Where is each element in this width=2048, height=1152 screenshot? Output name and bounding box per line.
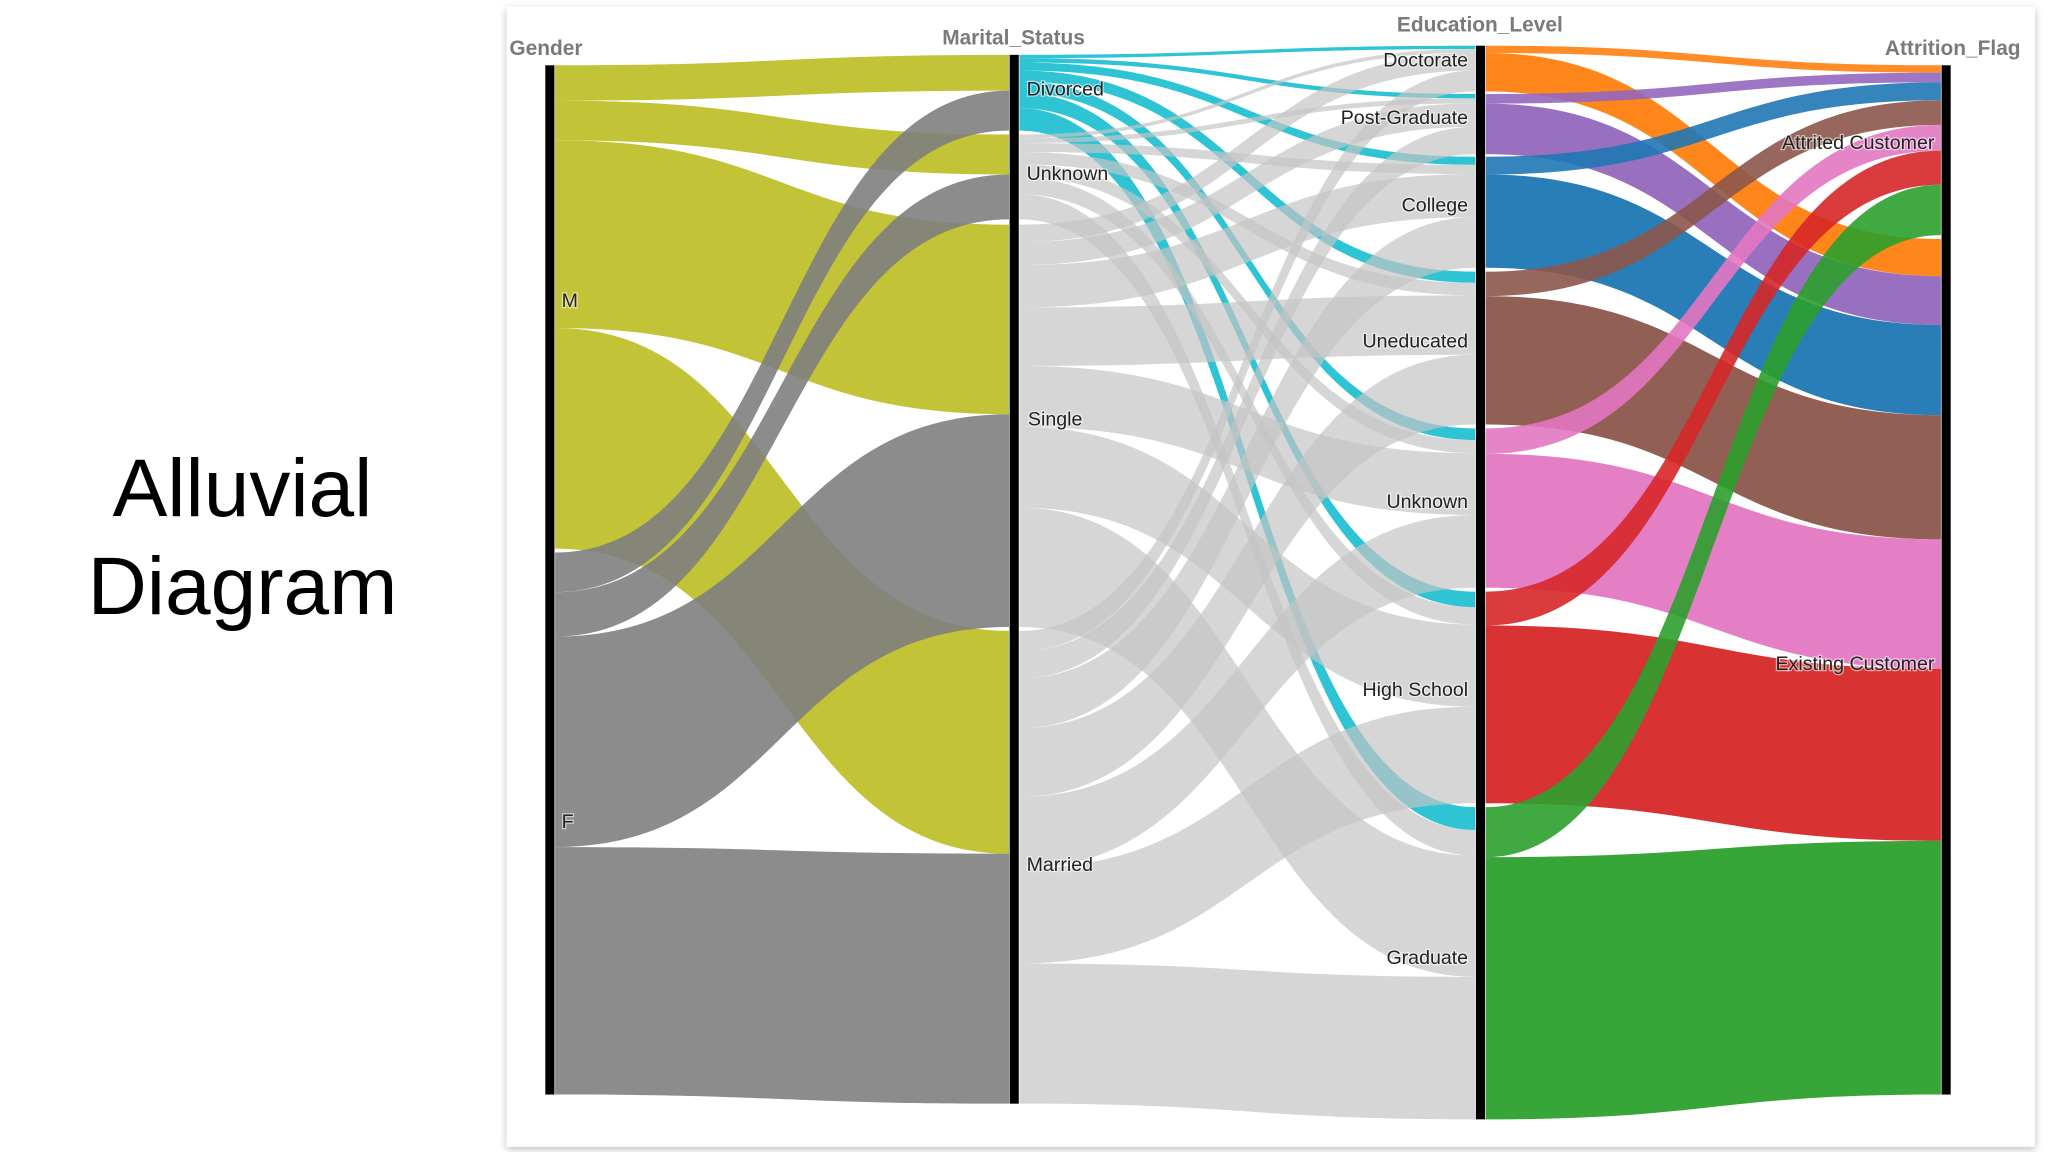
axis-bar <box>545 65 555 1095</box>
flow <box>1019 515 1476 869</box>
axis-title: Attrition_Flag <box>1885 37 2021 60</box>
axis-title: Education_Level <box>1397 14 1563 37</box>
axis-bar <box>1941 65 1951 1095</box>
slide-title: Alluvial Diagram <box>87 443 398 632</box>
labels: Gender Marital_Status Education_Level Attri… <box>509 14 2021 971</box>
flow <box>1485 296 1941 540</box>
flow <box>1485 100 1941 297</box>
flow <box>1485 840 1941 1120</box>
flow <box>1019 70 1476 652</box>
flow <box>1019 126 1476 679</box>
axis-title: Marital_Status <box>942 27 1085 50</box>
axis-bars <box>545 45 1951 1120</box>
flow <box>555 140 1009 415</box>
node-label: Married <box>1027 854 1093 876</box>
flow <box>1019 507 1476 977</box>
flow <box>1019 62 1476 165</box>
flow <box>1485 124 1941 454</box>
flow <box>1485 150 1941 626</box>
flow <box>1485 45 1941 73</box>
flow <box>1019 365 1476 516</box>
flow <box>1019 217 1476 729</box>
node-label: Post-Graduate <box>1341 107 1468 129</box>
flow <box>1019 52 1476 243</box>
flow <box>1019 98 1476 144</box>
node-label: Unknown <box>1386 491 1468 513</box>
node-label: Attrited Customer <box>1782 132 1935 154</box>
flow <box>1485 453 1941 669</box>
flow <box>555 54 1009 101</box>
axis-bar <box>1475 45 1486 1120</box>
flow <box>555 414 1009 848</box>
flows <box>555 45 1941 1120</box>
flow <box>1485 72 1941 104</box>
flow <box>1019 963 1476 1120</box>
node-label: College <box>1402 195 1469 217</box>
node-label: Graduate <box>1386 947 1468 969</box>
node-label: Unknown <box>1027 163 1109 185</box>
flow <box>1019 58 1476 99</box>
flow <box>555 174 1009 637</box>
node-label: Doctorate <box>1383 50 1468 72</box>
flow <box>555 90 1009 593</box>
flow <box>1019 49 1476 139</box>
flow <box>1019 103 1476 266</box>
axis-bar <box>1009 54 1019 1104</box>
flow <box>1019 143 1476 174</box>
flow <box>555 847 1009 1104</box>
flow <box>1019 354 1476 797</box>
node-label: High School <box>1363 679 1469 701</box>
flow <box>1485 184 1941 858</box>
node-label: M <box>562 290 578 312</box>
node-label: Uneducated <box>1362 330 1468 352</box>
flow <box>1019 194 1476 856</box>
node-label: Single <box>1028 409 1083 431</box>
axis-title: Gender <box>509 37 582 60</box>
flow <box>1019 45 1476 59</box>
flow <box>1485 82 1941 175</box>
node-label: F <box>562 811 574 833</box>
flow <box>1019 706 1476 964</box>
node-label: Existing Customer <box>1776 653 1935 675</box>
node-label: Divorced <box>1027 78 1104 100</box>
